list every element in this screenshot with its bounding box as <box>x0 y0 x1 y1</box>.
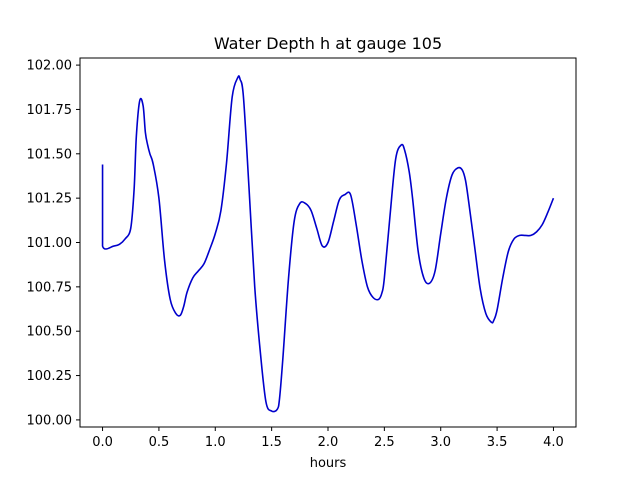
y-tick-label: 100.50 <box>27 325 73 340</box>
x-tick-label: 2.0 <box>318 435 339 450</box>
chart-title: Water Depth h at gauge 105 <box>214 34 442 53</box>
x-tick-label: 4.0 <box>543 435 564 450</box>
series-line <box>101 75 555 413</box>
y-tick-label: 101.00 <box>27 236 73 251</box>
y-tick-label: 102.00 <box>27 59 73 74</box>
x-tick-label: 3.5 <box>487 435 508 450</box>
x-tick-label: 0.0 <box>92 435 113 450</box>
x-tick-label: 2.5 <box>374 435 395 450</box>
y-tick-label: 100.00 <box>27 413 73 428</box>
x-axis-label: hours <box>310 456 347 471</box>
y-tick-label: 101.25 <box>27 192 73 207</box>
x-axis: 0.0 0.5 1.0 1.5 2.0 2.5 3.0 3.5 4.0 <box>92 427 564 450</box>
x-tick-label: 1.5 <box>261 435 282 450</box>
y-tick-label: 100.25 <box>27 369 73 384</box>
x-tick-label: 0.5 <box>149 435 170 450</box>
y-tick-label: 100.75 <box>27 280 73 295</box>
y-tick-label: 101.75 <box>27 103 73 118</box>
y-axis: 100.00 100.25 100.50 100.75 101.00 101.25 101.… <box>27 59 80 428</box>
x-tick-label: 3.0 <box>430 435 451 450</box>
y-tick-label: 101.50 <box>27 147 73 162</box>
x-tick-label: 1.0 <box>205 435 226 450</box>
series-layer <box>101 75 555 413</box>
